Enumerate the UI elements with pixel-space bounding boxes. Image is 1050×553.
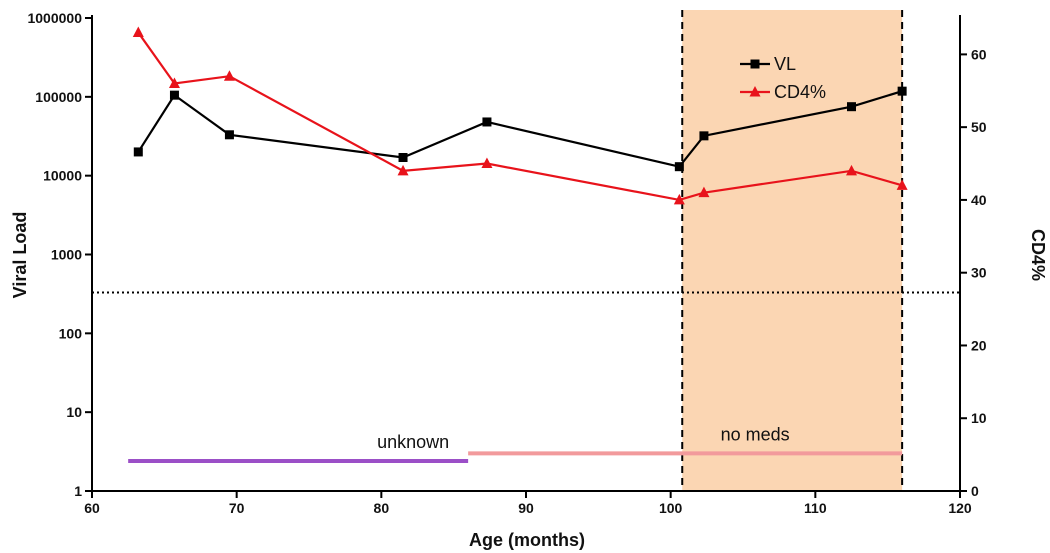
- data-point-CD4%-2: [223, 70, 235, 81]
- x-tick-label: 80: [374, 500, 390, 516]
- y-right-tick-label: 30: [971, 265, 987, 281]
- data-point-VL-1: [169, 90, 179, 100]
- data-point-CD4%-0: [132, 26, 144, 38]
- data-point-VL-7: [847, 102, 856, 112]
- axes-layer: 60 70 80 90 100 110 12011010010001000010000010…: [27, 10, 986, 516]
- y-right-tick-label: 50: [971, 119, 987, 135]
- x-tick-label: 120: [948, 500, 972, 516]
- data-point-CD4%-1: [168, 77, 180, 88]
- annotation-label-1: no meds: [721, 424, 790, 444]
- data-point-VL-3: [398, 152, 408, 162]
- shaded-region-layer: [681, 10, 904, 491]
- y-left-tick-label: 10: [66, 404, 82, 420]
- y-left-tick-label: 10000: [43, 168, 82, 184]
- data-point-CD4%-4: [481, 157, 493, 169]
- data-point-VL-5: [674, 162, 684, 172]
- annotation-layer: unknown no meds: [128, 424, 903, 464]
- data-point-VL-2: [224, 130, 234, 140]
- y-right-tick-label: 20: [971, 337, 987, 353]
- x-tick-label: 100: [659, 500, 683, 516]
- x-tick-label: 70: [229, 500, 245, 516]
- x-tick-label: 60: [84, 500, 100, 516]
- y-right-tick-label: 60: [971, 46, 987, 62]
- data-point-CD4%-6: [698, 186, 710, 198]
- data-point-CD4%-8: [896, 179, 908, 190]
- y-right-tick-label: 10: [971, 410, 987, 426]
- data-point-CD4%-5: [673, 193, 685, 205]
- legend-marker-CD4%: [749, 86, 761, 97]
- x-axis-title: Age (months): [469, 530, 585, 550]
- legend-label-CD4%: CD4%: [774, 82, 826, 102]
- y-axis-left-title: Viral Load: [10, 212, 30, 299]
- data-point-VL-8: [897, 86, 907, 96]
- legend-layer: VL CD4%: [740, 54, 826, 102]
- data-point-CD4%-7: [846, 164, 857, 176]
- data-point-CD4%-3: [397, 164, 409, 176]
- series-layer: [132, 26, 908, 205]
- y-axis-right-title: CD4%: [1028, 229, 1048, 281]
- data-point-VL-6: [699, 131, 709, 141]
- y-left-tick-label: 100: [59, 325, 83, 341]
- y-left-tick-label: 100000: [35, 89, 82, 105]
- y-right-tick-label: 0: [971, 483, 979, 499]
- y-right-tick-label: 40: [971, 192, 987, 208]
- data-point-VL-0: [133, 147, 143, 157]
- x-tick-label: 90: [518, 500, 534, 516]
- data-point-VL-4: [482, 117, 492, 127]
- legend-marker-VL: [750, 59, 760, 69]
- annotation-label-0: unknown: [377, 432, 449, 452]
- shaded-region: [682, 10, 903, 491]
- x-tick-label: 110: [804, 500, 827, 516]
- y-left-tick-label: 1: [74, 483, 82, 499]
- legend-label-VL: VL: [774, 54, 796, 74]
- y-left-tick-label: 1000000: [27, 10, 82, 26]
- y-left-tick-label: 1000: [51, 247, 82, 263]
